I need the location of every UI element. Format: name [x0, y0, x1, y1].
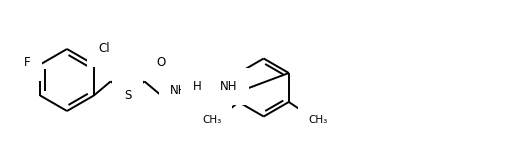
- Text: F: F: [23, 56, 30, 69]
- Text: NH: NH: [170, 84, 188, 97]
- Text: S: S: [124, 89, 131, 102]
- Text: S: S: [208, 106, 216, 119]
- Text: CH₃: CH₃: [202, 115, 222, 125]
- Text: NH: NH: [220, 80, 237, 93]
- Text: Cl: Cl: [99, 43, 110, 55]
- Text: O: O: [157, 56, 166, 69]
- Text: H: H: [192, 80, 201, 93]
- Text: CH₃: CH₃: [309, 115, 328, 125]
